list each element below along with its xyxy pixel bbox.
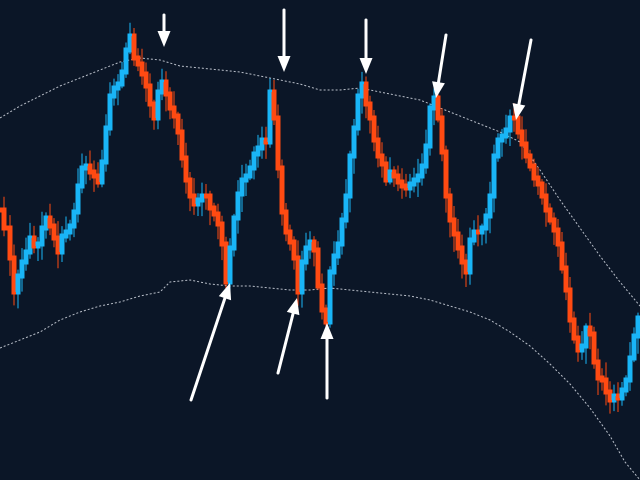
arrow-down-icon [512, 103, 526, 120]
envelope-bands [0, 57, 640, 480]
price-series [0, 22, 640, 414]
arrow-up-shaft [189, 296, 227, 402]
arrow-down-icon [359, 58, 373, 74]
arrow-down-icon [157, 31, 171, 47]
arrow-down-icon [277, 56, 291, 72]
arrow-down-icon [432, 81, 445, 98]
band-upper [0, 57, 640, 307]
signal-arrows [157, 8, 533, 402]
arrow-up-icon [218, 283, 232, 301]
arrow-down-shaft [437, 33, 448, 84]
arrow-up-shaft [276, 312, 295, 375]
arrow-down-shaft [517, 38, 533, 106]
arrow-up-icon [320, 323, 334, 339]
arrow-up-icon [286, 298, 300, 316]
